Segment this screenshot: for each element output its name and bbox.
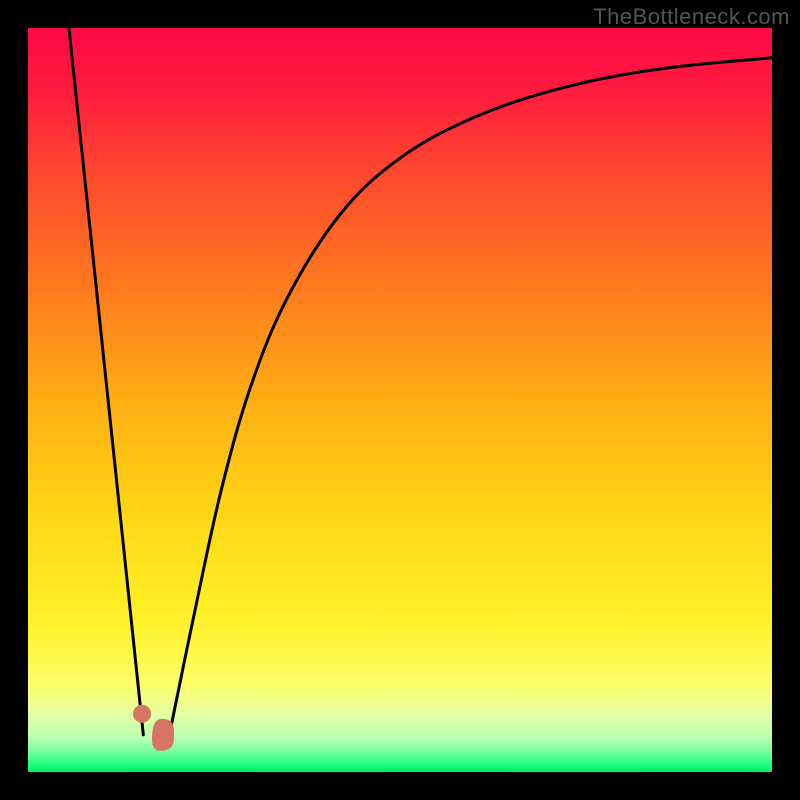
valley-marker-shape	[133, 705, 174, 751]
plot-area	[28, 28, 772, 772]
bottleneck-curve	[69, 28, 772, 735]
watermark-text: TheBottleneck.com	[593, 4, 790, 30]
curve-overlay	[28, 28, 772, 772]
valley-marker	[133, 705, 174, 751]
